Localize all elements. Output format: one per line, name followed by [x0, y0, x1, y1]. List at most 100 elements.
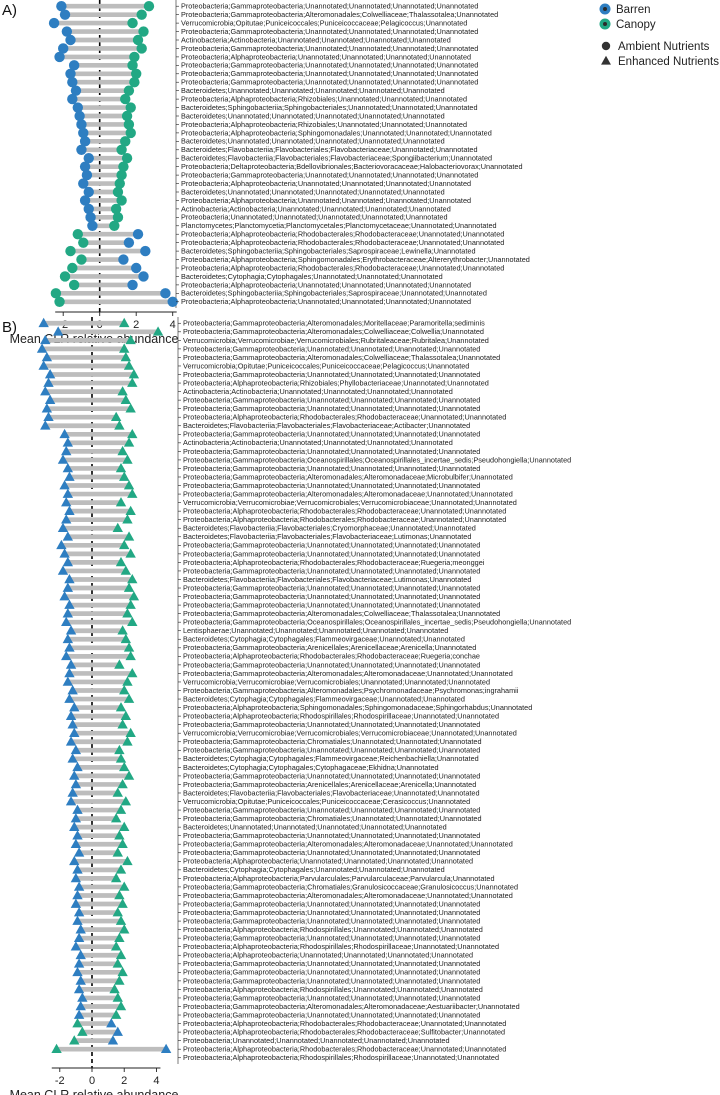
category-label: Proteobacteria;Gammaproteobacteria;Chrom…: [183, 737, 482, 746]
canopy-point: [125, 650, 136, 661]
barren-point: [59, 480, 70, 490]
canopy-point: [110, 203, 122, 215]
category-label: Proteobacteria;Gammaproteobacteria;Unann…: [181, 171, 478, 180]
barren-point: [112, 1026, 123, 1036]
category-label: Proteobacteria;Gammaproteobacteria;Unann…: [183, 899, 480, 908]
category-label: Proteobacteria;Alphaproteobacteria;Unann…: [181, 297, 471, 306]
barren-point: [79, 195, 91, 206]
canopy-point: [127, 667, 138, 678]
category-label: Proteobacteria;Gammaproteobacteria;Unann…: [183, 968, 480, 977]
category-label: Proteobacteria;Alphaproteobacteria;Unann…: [181, 196, 471, 205]
barren-point: [62, 531, 74, 541]
canopy-point: [115, 804, 127, 814]
barren-point: [73, 847, 85, 857]
category-label: Bacteroidetes;Sphingobacteriia;Sphingoba…: [181, 247, 476, 256]
category-label: Bacteroidetes;Flavobacteriia;Flavobacter…: [183, 575, 471, 584]
canopy-point: [122, 855, 133, 866]
barren-point: [56, 1, 67, 12]
barren-point: [70, 85, 82, 96]
category-label: Bacteroidetes;Unannotated;Unannotated;Un…: [181, 137, 445, 146]
canopy-point: [116, 195, 127, 206]
category-label: Proteobacteria;Gammaproteobacteria;Unann…: [183, 916, 480, 925]
category-label: Proteobacteria;Alphaproteobacteria;Rhizo…: [181, 95, 467, 104]
category-label: Proteobacteria;Gammaproteobacteria;Ocean…: [183, 455, 571, 464]
canopy-point: [120, 93, 131, 105]
barren-point: [138, 271, 149, 282]
category-label: Bacteroidetes;Cytophagia;Cytophagales;Un…: [181, 272, 443, 281]
category-label: Proteobacteria;Alphaproteobacteria;Rhodo…: [183, 712, 499, 721]
barren-point: [67, 93, 78, 105]
category-label: Proteobacteria;Gammaproteobacteria;Chrom…: [183, 882, 518, 891]
canopy-point: [117, 719, 128, 729]
legend-shape-swatch: [601, 55, 611, 65]
barren-point: [65, 34, 76, 46]
canopy-point: [123, 480, 135, 490]
category-label: Proteobacteria;Gammaproteobacteria;Alter…: [183, 609, 500, 618]
category-label: Proteobacteria;Gammaproteobacteria;Unann…: [183, 976, 480, 985]
barren-point: [72, 102, 84, 113]
barren-point: [74, 110, 85, 122]
canopy-point: [114, 420, 125, 430]
category-label: Proteobacteria;Gammaproteobacteria;Unann…: [183, 583, 480, 592]
barren-point: [73, 1009, 85, 1019]
canopy-point: [67, 262, 78, 274]
canopy-point: [123, 770, 135, 780]
barren-point: [61, 445, 72, 456]
canopy-point: [116, 144, 127, 155]
canopy-point: [119, 881, 130, 891]
category-label: Verrucomicrobia;Opitutae;Puniceicoccales…: [183, 361, 469, 370]
category-label: Bacteroidetes;Flavobacteriia;Flavobacter…: [183, 524, 476, 533]
barren-point: [62, 488, 74, 498]
category-label: Proteobacteria;Gammaproteobacteria;Alter…: [183, 472, 513, 481]
canopy-point: [117, 625, 128, 635]
barren-point: [64, 642, 75, 652]
barren-point: [62, 437, 74, 447]
canopy-point: [138, 26, 149, 37]
canopy-point: [123, 85, 135, 96]
canopy-point: [127, 60, 138, 71]
canopy-point: [117, 386, 128, 396]
canopy-point: [129, 51, 140, 63]
barren-point: [160, 1043, 172, 1054]
category-label: Proteobacteria;Alphaproteobacteria;Rhodo…: [183, 515, 506, 524]
category-label: Bacteroidetes;Flavobacteriia;Flavobacter…: [183, 788, 480, 797]
canopy-point: [127, 17, 138, 29]
category-label: Proteobacteria;Alphaproteobacteria;Rhodo…: [181, 263, 504, 272]
barren-point: [69, 855, 80, 866]
canopy-point: [110, 813, 122, 823]
barren-point: [65, 625, 77, 635]
canopy-point: [78, 237, 89, 248]
canopy-point: [119, 685, 130, 695]
category-label: Proteobacteria;Alphaproteobacteria;Rhodo…: [181, 230, 504, 239]
category-label: Proteobacteria;Gammaproteobacteria;Unann…: [181, 44, 478, 53]
canopy-point: [114, 890, 125, 900]
category-label: Verrucomicrobia;Verrucomicrobiae;Verruco…: [183, 729, 517, 738]
barren-point: [118, 254, 129, 265]
category-label: Proteobacteria;Gammaproteobacteria;Areni…: [183, 780, 476, 789]
canopy-point: [120, 633, 132, 644]
category-label: Proteobacteria;Alphaproteobacteria;Rhodo…: [183, 985, 483, 994]
canopy-point: [122, 736, 133, 746]
category-label: Proteobacteria;Gammaproteobacteria;Unann…: [181, 2, 478, 11]
barren-point: [36, 343, 48, 353]
category-label: Bacteroidetes;Unannotated;Unannotated;Un…: [181, 86, 445, 95]
canopy-point: [125, 334, 136, 345]
category-label: Proteobacteria;Alphaproteobacteria;Rhizo…: [183, 378, 489, 387]
barren-point: [132, 229, 144, 240]
canopy-point: [127, 574, 138, 584]
canopy-point: [119, 761, 130, 772]
category-label: Proteobacteria;Gammaproteobacteria;Alter…: [183, 327, 484, 336]
category-label: Proteobacteria;Alphaproteobacteria;Rhodo…: [183, 942, 499, 951]
category-label: Proteobacteria;Gammaproteobacteria;Alter…: [181, 10, 498, 19]
panel-a: A) Proteobacteria;Gammaproteobacteria;Una…: [2, 0, 530, 346]
canopy-point: [112, 958, 123, 968]
category-label: Proteobacteria;Alphaproteobacteria;Parvu…: [183, 874, 495, 883]
canopy-point: [110, 941, 122, 951]
category-label: Actinobacteria;Actinobacteria;Unannotate…: [183, 438, 453, 447]
category-label: Bacteroidetes;Flavobacteriia;Flavobacter…: [183, 532, 471, 541]
category-label: Proteobacteria;Gammaproteobacteria;Alter…: [183, 686, 519, 695]
category-label: Proteobacteria;Alphaproteobacteria;Rhodo…: [183, 1019, 506, 1028]
category-label: Bacteroidetes;Cytophagia;Cytophagales;Fl…: [183, 694, 465, 703]
canopy-point: [114, 932, 125, 942]
category-label: Bacteroidetes;Flavobacteriia;Flavobacter…: [183, 421, 470, 430]
